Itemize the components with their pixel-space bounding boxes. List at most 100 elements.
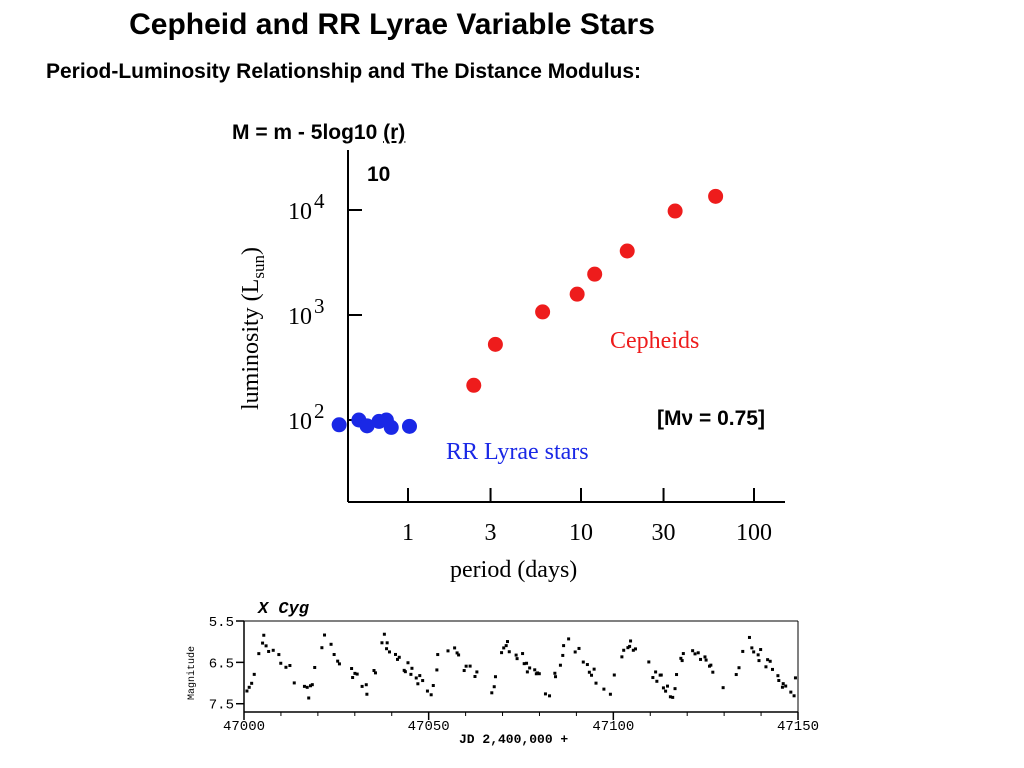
lc-point-105: [620, 655, 624, 659]
lc-point-33: [365, 692, 369, 696]
distance-modulus-formula: M = m - 5log10 (r): [232, 121, 405, 145]
lc-point-155: [784, 684, 788, 688]
pl-axes: [347, 150, 785, 503]
series-1-point-3: [569, 286, 585, 302]
lc-point-78: [522, 662, 526, 666]
page-subtitle: Period-Luminosity Relationship and The D…: [46, 60, 642, 83]
formula-r: (r): [383, 121, 406, 144]
lc-x-tick-label-2: 47100: [592, 719, 634, 735]
x-tick-label-0: 1: [402, 520, 414, 546]
lc-point-106: [622, 648, 626, 652]
series-1-point-1: [487, 336, 503, 352]
lc-point-4: [257, 652, 261, 656]
lc-frame: [243, 620, 799, 713]
lc-point-3: [252, 672, 256, 676]
lc-point-75: [514, 653, 518, 657]
lc-point-17: [307, 696, 311, 700]
y-axis-label: luminosity (Lsun): [238, 247, 268, 410]
lc-point-70: [500, 651, 504, 655]
lc-point-96: [581, 660, 585, 664]
lc-point-82: [533, 668, 537, 672]
lc-point-28: [351, 676, 355, 680]
lc-point-153: [780, 685, 784, 689]
lc-point-57: [436, 653, 440, 657]
page-title: Cepheid and RR Lyrae Variable Stars: [129, 8, 655, 41]
lc-point-14: [292, 681, 296, 685]
lc-point-35: [373, 671, 377, 675]
y-axis-label-close: ): [238, 247, 264, 255]
lc-point-111: [633, 647, 637, 651]
lc-point-138: [734, 673, 738, 677]
lc-point-142: [750, 646, 754, 650]
lc-point-95: [577, 646, 581, 650]
series-0-point-0: [331, 417, 347, 433]
lc-point-118: [661, 686, 665, 690]
mv-label: [Mν = 0.75]: [657, 407, 765, 430]
lc-point-85: [537, 672, 541, 676]
lc-point-42: [395, 657, 399, 661]
lc-point-21: [320, 646, 324, 650]
lc-point-47: [409, 672, 413, 676]
lc-point-157: [792, 694, 796, 698]
lc-point-36: [380, 641, 384, 645]
x-tick-label-2: 10: [569, 520, 593, 546]
lc-point-13: [288, 664, 292, 668]
lc-point-137: [721, 686, 725, 690]
lc-point-103: [608, 692, 612, 696]
lc-point-69: [493, 675, 497, 679]
lc-point-129: [693, 652, 697, 656]
lc-point-2: [250, 681, 254, 685]
lc-point-109: [629, 639, 633, 643]
formula-text: M = m - 5log10: [232, 121, 384, 144]
lc-point-29: [353, 671, 357, 675]
series-0-point-5: [383, 419, 399, 435]
lc-point-90: [558, 663, 562, 667]
lc-y-tick-label-0: 5.5: [209, 615, 234, 631]
lc-y-axis-label: Magnitude: [186, 646, 198, 700]
lc-point-49: [414, 676, 418, 680]
lc-point-65: [473, 674, 477, 678]
lc-x-tick-label-0: 47000: [223, 719, 265, 735]
lc-point-77: [521, 652, 525, 656]
lc-point-123: [673, 687, 677, 691]
lc-point-150: [770, 667, 774, 671]
lc-point-126: [680, 659, 684, 663]
lc-point-156: [789, 690, 793, 694]
series-0-point-2: [359, 418, 375, 434]
lc-point-141: [747, 635, 751, 639]
series-1-point-5: [619, 243, 635, 259]
lc-point-120: [666, 684, 670, 688]
lc-y-tick-label-2: 7.5: [209, 698, 234, 714]
lc-point-0: [245, 689, 249, 693]
lc-point-61: [457, 653, 461, 657]
y-axis-label-main: luminosity (L: [238, 279, 264, 410]
y-axis-label-sub: sun: [249, 255, 268, 279]
lc-point-50: [416, 682, 420, 686]
x-tick-label-1: 3: [485, 520, 497, 546]
lc-point-132: [703, 655, 707, 659]
x-tick-label-3: 30: [652, 520, 676, 546]
lc-point-68: [492, 685, 496, 689]
lc-point-101: [594, 681, 598, 685]
series-1-point-6: [667, 203, 683, 219]
lc-title: X Cyg: [257, 600, 310, 619]
lc-point-108: [628, 644, 632, 648]
lc-point-88: [553, 671, 557, 675]
lc-point-130: [696, 651, 700, 655]
lc-point-1: [247, 685, 251, 689]
lc-point-93: [567, 637, 571, 641]
lc-point-6: [262, 633, 266, 637]
lc-point-66: [475, 670, 479, 674]
series-1-point-7: [708, 188, 724, 204]
lc-point-97: [585, 663, 589, 667]
lc-point-5: [261, 641, 265, 645]
lc-point-135: [709, 663, 713, 667]
lc-point-56: [435, 668, 439, 672]
x-axis-label: period (days): [450, 557, 577, 583]
lc-y-tick-label-1: 6.5: [209, 656, 234, 672]
lc-point-16: [305, 685, 309, 689]
lc-point-143: [752, 650, 756, 654]
lc-point-58: [446, 649, 450, 653]
